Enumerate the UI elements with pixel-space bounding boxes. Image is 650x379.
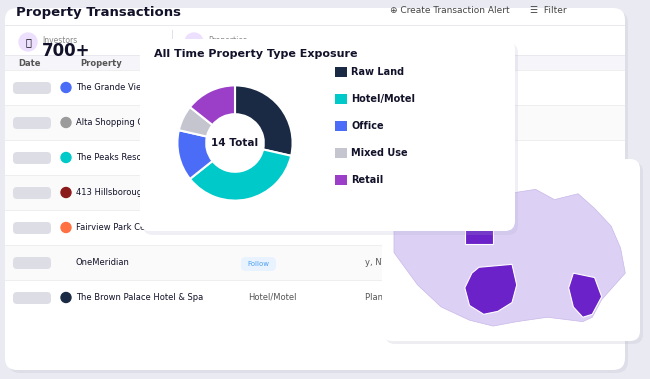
Text: The Brown Palace Hotel & Spa: The Brown Palace Hotel & Spa: [76, 293, 203, 302]
Text: Retail: Retail: [351, 175, 383, 185]
Polygon shape: [569, 273, 602, 317]
Bar: [335, 175, 347, 185]
Text: $: $: [422, 223, 428, 232]
Text: 700+: 700+: [42, 42, 90, 60]
Text: ⊕ Create Transaction Alert: ⊕ Create Transaction Alert: [390, 6, 510, 15]
Text: Hotel/Motel: Hotel/Motel: [248, 293, 296, 302]
Bar: [5, 245, 625, 280]
FancyBboxPatch shape: [13, 292, 51, 304]
Wedge shape: [190, 85, 235, 125]
Text: United States Exposure: United States Exposure: [392, 166, 512, 175]
Text: Hotel/Motel: Hotel/Motel: [351, 94, 415, 104]
Text: y, NY: y, NY: [365, 258, 387, 267]
FancyBboxPatch shape: [430, 222, 488, 234]
Wedge shape: [179, 107, 213, 136]
Bar: [5, 140, 625, 175]
FancyBboxPatch shape: [382, 159, 640, 341]
FancyBboxPatch shape: [14, 28, 169, 54]
Text: $: $: [422, 258, 428, 267]
Text: Investors: Investors: [42, 36, 77, 45]
Bar: [5, 245, 625, 246]
FancyBboxPatch shape: [430, 187, 488, 199]
Circle shape: [61, 293, 71, 302]
Wedge shape: [190, 149, 291, 200]
Text: Locati: Locati: [365, 58, 394, 67]
FancyBboxPatch shape: [13, 82, 51, 94]
FancyBboxPatch shape: [13, 117, 51, 129]
FancyBboxPatch shape: [8, 11, 628, 373]
FancyBboxPatch shape: [430, 292, 488, 304]
Bar: [5, 210, 625, 245]
FancyBboxPatch shape: [140, 39, 515, 231]
Text: Alta Shopping Cente: Alta Shopping Cente: [76, 118, 162, 127]
Circle shape: [61, 152, 71, 163]
Polygon shape: [394, 182, 625, 326]
Bar: [5, 280, 625, 315]
Text: 2,100+: 2,100+: [208, 42, 274, 60]
Bar: [335, 94, 347, 104]
Text: Property Transactions: Property Transactions: [16, 6, 181, 19]
Circle shape: [61, 83, 71, 92]
Text: Stillwa: Stillwa: [365, 83, 393, 92]
FancyBboxPatch shape: [143, 43, 518, 235]
Bar: [5, 70, 625, 105]
Polygon shape: [465, 223, 493, 244]
Text: Plano, TX: Plano, TX: [365, 293, 404, 302]
Circle shape: [185, 33, 203, 51]
Text: Follow: Follow: [247, 261, 269, 267]
Text: OneMeridian: OneMeridian: [76, 258, 130, 267]
Text: 14 Total: 14 Total: [211, 138, 259, 148]
Text: 👥: 👥: [25, 37, 31, 47]
FancyBboxPatch shape: [430, 257, 488, 269]
Bar: [172, 30, 173, 52]
Bar: [335, 67, 347, 77]
Text: Mixed Use: Mixed Use: [351, 148, 408, 158]
Wedge shape: [177, 130, 213, 179]
Text: IC: IC: [365, 188, 373, 197]
FancyBboxPatch shape: [241, 257, 276, 271]
Text: Property Type: Property Type: [248, 58, 315, 67]
Text: 🏢: 🏢: [191, 37, 197, 47]
FancyBboxPatch shape: [13, 152, 51, 164]
FancyBboxPatch shape: [385, 162, 643, 344]
FancyBboxPatch shape: [5, 8, 625, 370]
Bar: [5, 175, 625, 210]
Text: 413 Hillsborough St.: 413 Hillsborough St.: [76, 188, 161, 197]
FancyBboxPatch shape: [13, 222, 51, 234]
Circle shape: [61, 117, 71, 127]
Circle shape: [19, 33, 37, 51]
FancyBboxPatch shape: [180, 28, 335, 54]
Text: Properties: Properties: [208, 36, 247, 45]
Text: Hotel/Motel: Hotel/Motel: [248, 83, 296, 92]
Bar: [335, 148, 347, 158]
FancyBboxPatch shape: [13, 187, 51, 199]
Bar: [335, 121, 347, 131]
Text: Raw Land: Raw Land: [351, 67, 404, 77]
Wedge shape: [235, 85, 292, 156]
Bar: [5, 105, 625, 140]
Text: All Time Property Type Exposure: All Time Property Type Exposure: [154, 49, 358, 59]
FancyBboxPatch shape: [13, 257, 51, 269]
Bar: [5, 55, 625, 56]
Text: Office: Office: [351, 121, 383, 131]
Text: Property: Property: [80, 58, 122, 67]
Text: Fairview Park Center: Fairview Park Center: [76, 223, 162, 232]
Circle shape: [61, 222, 71, 232]
Text: $: $: [422, 188, 428, 197]
Text: The Peaks Resort & S: The Peaks Resort & S: [76, 153, 165, 162]
Polygon shape: [465, 264, 517, 314]
Bar: [5, 25, 625, 26]
Text: $: $: [422, 293, 428, 302]
Circle shape: [61, 188, 71, 197]
Text: Date: Date: [18, 58, 40, 67]
Text: The Grande View Inn: The Grande View Inn: [76, 83, 164, 92]
Text: ☰  Filter: ☰ Filter: [530, 6, 567, 15]
Bar: [5, 56, 625, 70]
Bar: [5, 140, 625, 141]
